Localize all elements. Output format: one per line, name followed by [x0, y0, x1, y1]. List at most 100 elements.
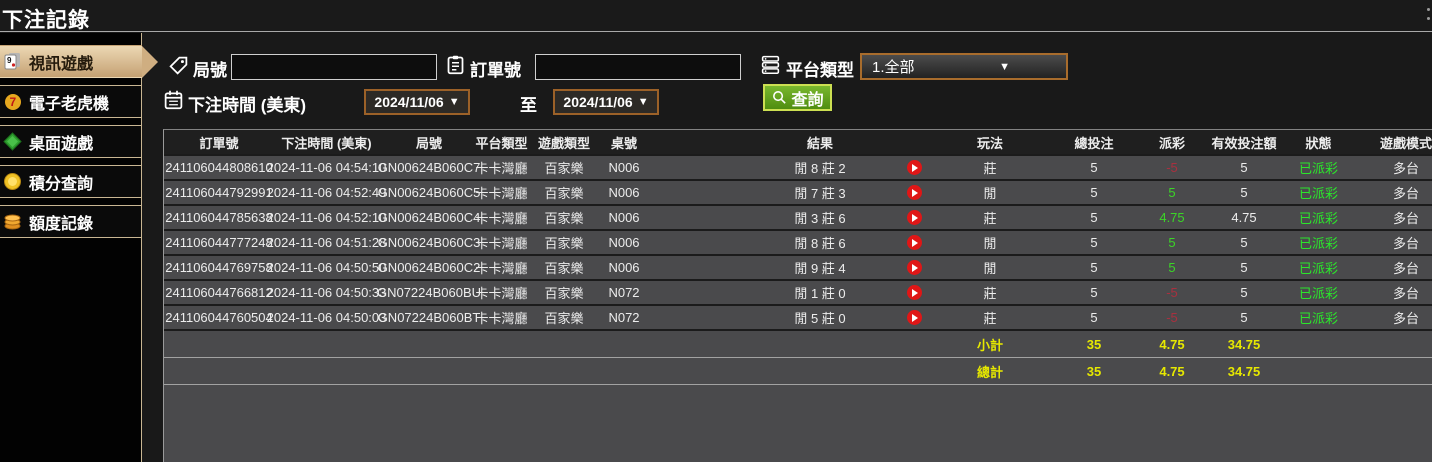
table-row: 241106044769758 2024-11-06 04:50:50 GN0062…: [164, 256, 1432, 281]
cell-valid: 5: [1240, 235, 1248, 250]
cell-play: [906, 210, 922, 225]
cell-playtype: 莊: [983, 211, 997, 226]
col-header-bet: 總投注: [1074, 135, 1114, 151]
play-icon[interactable]: [906, 310, 922, 325]
cell-result: 閒 5 莊 0: [794, 311, 846, 326]
play-icon[interactable]: [906, 285, 922, 300]
table-games-icon: [3, 132, 22, 151]
col-header-round: 局號: [415, 135, 442, 151]
cell-order: 241106044769758: [165, 260, 273, 275]
order-no-input[interactable]: [535, 54, 741, 80]
date-to-value: 2024/11/06: [563, 94, 633, 110]
tag-icon: [168, 55, 189, 76]
col-header-payout: 派彩: [1158, 135, 1185, 151]
cell-time: 2024-11-06 04:52:10: [266, 210, 387, 225]
round-no-label: 局號: [193, 61, 227, 80]
cell-mode: 多台: [1392, 211, 1419, 226]
to-label: 至: [520, 96, 537, 115]
cell-status: 已派彩: [1298, 311, 1338, 326]
subtotal-cell-valid: 34.75: [1227, 336, 1261, 352]
cell-playtype: 莊: [983, 161, 997, 176]
col-header-result: 結果: [806, 135, 833, 151]
cell-bet: 5: [1090, 210, 1098, 225]
date-from-value: 2024/11/06: [374, 94, 444, 110]
cell-time: 2024-11-06 04:52:49: [266, 185, 387, 200]
total-cell-playtype: 總計: [976, 364, 1003, 380]
cell-order: 241106044777248: [165, 235, 273, 250]
search-button[interactable]: 查詢: [763, 84, 832, 111]
col-header-platform: 平台類型: [475, 135, 528, 151]
cell-game: 百家樂: [544, 311, 584, 326]
cell-mode: 多台: [1392, 186, 1419, 201]
col-header-playtype: 玩法: [976, 135, 1003, 151]
sidebar-item-4[interactable]: 額度記錄: [0, 205, 141, 238]
cell-platform: 卡卡灣廳: [475, 311, 528, 326]
cell-valid: 5: [1240, 310, 1248, 325]
table-row: 241106044760504 2024-11-06 04:50:03 GN0722…: [164, 306, 1432, 331]
subtotal-row: 小計 35 4.75 34.75: [164, 331, 1432, 358]
cell-result: 閒 8 莊 6: [794, 236, 846, 251]
bet-time-label: 下注時間 (美東): [188, 96, 307, 115]
cell-status: 已派彩: [1298, 211, 1338, 226]
play-icon[interactable]: [906, 235, 922, 250]
cell-payout: -5: [1166, 160, 1178, 175]
date-to-select[interactable]: 2024/11/06 ▼: [553, 89, 659, 115]
round-no-input[interactable]: [231, 54, 437, 80]
cell-time: 2024-11-06 04:50:33: [266, 285, 387, 300]
cell-table: N006: [608, 235, 640, 250]
cell-playtype: 閒: [983, 261, 997, 276]
order-no-label: 訂單號: [470, 61, 521, 80]
cell-status: 已派彩: [1298, 236, 1338, 251]
play-icon[interactable]: [906, 185, 922, 200]
cell-platform: 卡卡灣廳: [475, 286, 528, 301]
table-row: 241106044792991 2024-11-06 04:52:49 GN0062…: [164, 181, 1432, 206]
sidebar-item-label: 桌面遊戲: [29, 135, 94, 153]
col-header-time: 下注時間 (美東): [281, 135, 372, 151]
cell-valid: 5: [1240, 185, 1248, 200]
play-icon[interactable]: [906, 160, 922, 175]
date-from-select[interactable]: 2024/11/06 ▼: [364, 89, 470, 115]
clipboard-icon: [445, 54, 466, 75]
cell-game: 百家樂: [544, 211, 584, 226]
cell-table: N072: [608, 310, 640, 325]
cell-table: N006: [608, 260, 640, 275]
video-cards-icon: 9: [3, 52, 22, 71]
cell-mode: 多台: [1392, 261, 1419, 276]
cell-platform: 卡卡灣廳: [475, 236, 528, 251]
chevron-down-icon: ▼: [448, 96, 460, 108]
cell-valid: 4.75: [1231, 210, 1257, 225]
chevron-down-icon: ▼: [999, 60, 1010, 73]
cell-round: GN00624B060C3: [377, 235, 481, 250]
play-icon[interactable]: [906, 210, 922, 225]
cell-status: 已派彩: [1298, 161, 1338, 176]
search-icon: [771, 89, 788, 106]
cell-round: GN00624B060C7: [377, 160, 481, 175]
col-header-game: 遊戲類型: [537, 135, 590, 151]
cell-time: 2024-11-06 04:50:50: [266, 260, 387, 275]
platform-type-select[interactable]: 1.全部 ▼: [860, 53, 1068, 80]
sidebar-item-label: 電子老虎機: [29, 95, 110, 113]
calendar-icon: [163, 89, 184, 110]
cell-result: 閒 8 莊 2: [794, 161, 846, 176]
sidebar-item-2[interactable]: 桌面遊戲: [0, 125, 141, 158]
svg-text:7: 7: [10, 95, 17, 109]
sidebar-item-3[interactable]: 積分查詢: [0, 165, 141, 198]
cell-round: GN07224B060BT: [377, 310, 481, 325]
cell-playtype: 莊: [983, 311, 997, 326]
play-icon[interactable]: [906, 260, 922, 275]
cell-game: 百家樂: [544, 186, 584, 201]
cell-order: 241106044766812: [165, 285, 273, 300]
cell-result: 閒 7 莊 3: [794, 186, 846, 201]
subtotal-cell-payout: 4.75: [1159, 336, 1185, 352]
sidebar-item-1[interactable]: 7 電子老虎機: [0, 85, 141, 118]
sidebar-item-0[interactable]: 9 視訊遊戲: [0, 45, 158, 78]
col-header-table: 桌號: [610, 135, 637, 151]
table-header-row: 訂單號 下注時間 (美東) 局號 平台類型 遊戲類型 桌號 結果 玩法 總投注 派彩 有效投注額 狀態…: [164, 130, 1432, 156]
table-row: 241106044808610 2024-11-06 04:54:10 GN0062…: [164, 156, 1432, 181]
cell-round: GN07224B060BU: [376, 285, 482, 300]
points-coin-icon: [3, 172, 22, 191]
cell-payout: 5: [1168, 185, 1176, 200]
cell-result: 閒 9 莊 4: [794, 261, 846, 276]
cell-round: GN00624B060C5: [377, 185, 481, 200]
cell-valid: 5: [1240, 260, 1248, 275]
